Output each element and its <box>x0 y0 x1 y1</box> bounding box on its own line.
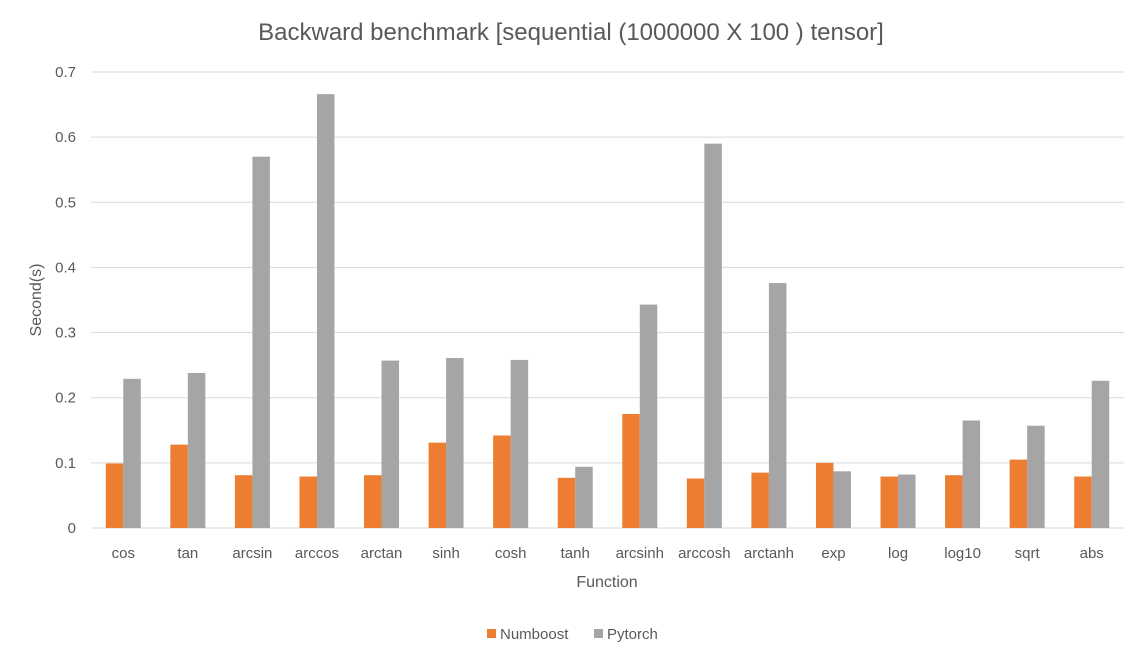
bar-pytorch-exp <box>833 471 851 528</box>
bar-numboost-sinh <box>428 442 447 528</box>
x-tick-label: arctanh <box>744 545 794 562</box>
bar-numboost-cosh <box>493 435 511 528</box>
bar-pytorch-arcsin <box>252 156 270 528</box>
bar-numboost-tanh <box>557 477 576 528</box>
x-axis-title: Function <box>576 574 637 591</box>
x-tick-label: cosh <box>495 545 527 562</box>
legend: Numboost Pytorch <box>487 626 658 643</box>
bar-pytorch-arccosh <box>704 143 722 528</box>
x-tick-label: log <box>888 545 908 562</box>
bar-numboost-arctan <box>364 475 382 528</box>
bar-pytorch-cosh <box>510 359 529 528</box>
y-tick-label: 0.2 <box>55 390 76 407</box>
bar-pytorch-sinh <box>446 357 464 528</box>
y-tick-label: 0.5 <box>55 194 76 211</box>
y-axis-ticks: 0 0.1 0.2 0.3 0.4 0.5 0.6 0.7 <box>55 64 76 537</box>
x-tick-label: arcsin <box>232 545 272 562</box>
legend-swatch-pytorch <box>594 629 603 638</box>
bar-pytorch-arctan <box>381 360 400 528</box>
bar-pytorch-abs <box>1091 380 1110 528</box>
bar-numboost-arctanh <box>751 472 769 528</box>
x-tick-label: cos <box>112 545 135 562</box>
bar-pytorch-log <box>898 474 916 528</box>
bar-numboost-tan <box>170 444 188 528</box>
x-axis-ticks: cos tan arcsin arccos arctan sinh cosh tanh arcs… <box>112 545 1104 562</box>
bar-pytorch-arctanh <box>768 283 787 528</box>
bar-numboost-sqrt <box>1009 459 1028 528</box>
x-tick-label: arcsinh <box>616 545 664 562</box>
y-tick-label: 0.3 <box>55 325 76 342</box>
bar-pytorch-cos <box>123 378 141 528</box>
chart-title: Backward benchmark [sequential (1000000 … <box>258 19 884 46</box>
bar-numboost-arcsin <box>234 475 253 528</box>
bar-numboost-arcsinh <box>622 414 640 528</box>
bar-numboost-cos <box>105 463 124 528</box>
x-tick-label: tanh <box>561 545 590 562</box>
bar-pytorch-sqrt <box>1027 425 1045 528</box>
bar-pytorch-arccos <box>316 94 335 529</box>
bar-numboost-arccosh <box>686 478 705 528</box>
x-tick-label: tan <box>177 545 198 562</box>
x-tick-label: log10 <box>944 545 981 562</box>
x-tick-label: arccos <box>295 545 339 562</box>
legend-swatch-numboost <box>487 629 496 638</box>
bar-numboost-log10 <box>945 475 963 528</box>
legend-label-numboost: Numboost <box>500 626 569 643</box>
bar-pytorch-tanh <box>575 466 593 528</box>
x-tick-label: sqrt <box>1015 545 1041 562</box>
y-tick-label: 0.1 <box>55 455 76 472</box>
bar-numboost-log <box>880 476 899 528</box>
x-tick-label: sinh <box>432 545 460 562</box>
bar-pytorch-arcsinh <box>639 304 658 528</box>
y-tick-label: 0 <box>68 520 76 537</box>
y-tick-label: 0.7 <box>55 64 76 81</box>
bar-pytorch-tan <box>187 372 206 528</box>
y-tick-label: 0.4 <box>55 259 76 276</box>
bar-pytorch-log10 <box>962 420 981 528</box>
bars <box>105 94 1110 529</box>
x-tick-label: arctan <box>361 545 403 562</box>
y-axis-title: Second(s) <box>28 264 45 337</box>
bar-numboost-abs <box>1074 476 1092 528</box>
legend-label-pytorch: Pytorch <box>607 626 658 643</box>
bar-numboost-exp <box>815 462 834 528</box>
x-tick-label: arccosh <box>678 545 731 562</box>
x-tick-label: exp <box>821 545 845 562</box>
x-tick-label: abs <box>1080 545 1104 562</box>
y-tick-label: 0.6 <box>55 129 76 146</box>
bar-numboost-arccos <box>299 476 317 528</box>
